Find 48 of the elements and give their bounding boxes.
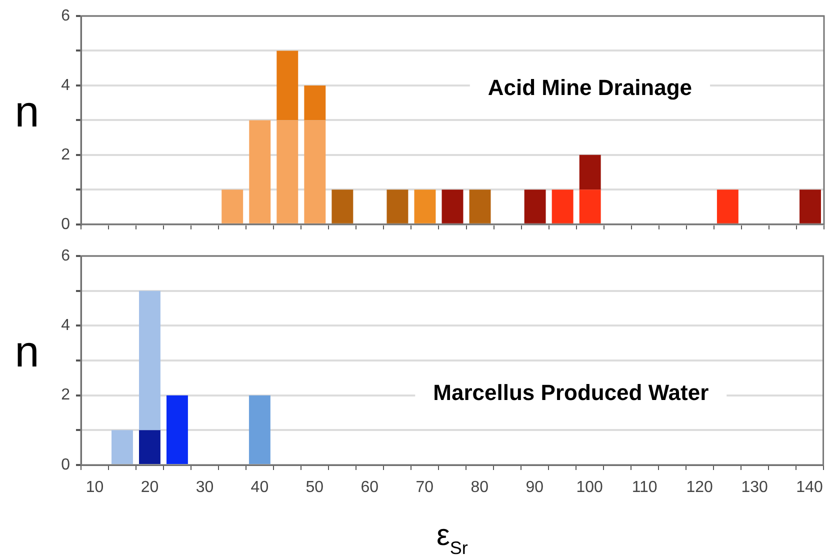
- x-tick-label: 20: [140, 479, 159, 496]
- y-axis-title: n: [14, 87, 40, 136]
- bar: [442, 190, 464, 224]
- y-tick-label: 4: [61, 317, 70, 334]
- y-tick-label: 0: [61, 456, 70, 474]
- y-tick-label: 4: [61, 76, 70, 94]
- bar: [386, 190, 408, 224]
- x-tick-label: 40: [250, 479, 269, 496]
- annotation: Marcellus Produced Water: [433, 380, 710, 406]
- bar: [248, 395, 270, 464]
- y-axis-title: n: [14, 328, 40, 377]
- y-tick-label: 0: [61, 216, 70, 233]
- bar: [276, 120, 298, 224]
- bar: [469, 190, 491, 224]
- x-tick-label: 80: [470, 479, 489, 496]
- bar: [579, 154, 601, 190]
- x-tick-label: 10: [86, 479, 104, 496]
- bar: [139, 430, 160, 464]
- bar: [414, 190, 436, 224]
- x-tick-label: 60: [360, 479, 379, 496]
- bar: [304, 120, 326, 224]
- bar: [579, 190, 601, 224]
- x-tick-label: 110: [632, 479, 658, 496]
- bar: [276, 50, 298, 120]
- bar: [249, 120, 271, 224]
- y-tick-label: 6: [61, 247, 70, 264]
- y-tick-label: 2: [61, 386, 70, 404]
- y-tick-label: 2: [61, 146, 70, 164]
- bar: [800, 190, 821, 224]
- bar: [552, 190, 574, 224]
- bar: [112, 430, 133, 464]
- x-tick-label: 70: [416, 479, 434, 496]
- x-tick-label: 30: [196, 479, 214, 496]
- x-tick-label: 100: [576, 479, 604, 496]
- y-tick-label: 6: [61, 7, 70, 24]
- x-tick-label: 120: [686, 479, 713, 496]
- annotation: Acid Mine Drainage: [488, 75, 692, 100]
- bar: [332, 190, 354, 224]
- x-tick-label: 90: [526, 479, 544, 496]
- bar: [222, 190, 244, 224]
- bar: [716, 190, 738, 224]
- bar: [524, 190, 546, 224]
- x-tick-label: 50: [306, 479, 324, 496]
- x-tick-label: 130: [741, 479, 768, 496]
- bar: [304, 85, 326, 120]
- bar: [166, 395, 188, 464]
- x-tick-label: 140: [796, 479, 823, 496]
- bar: [139, 290, 160, 430]
